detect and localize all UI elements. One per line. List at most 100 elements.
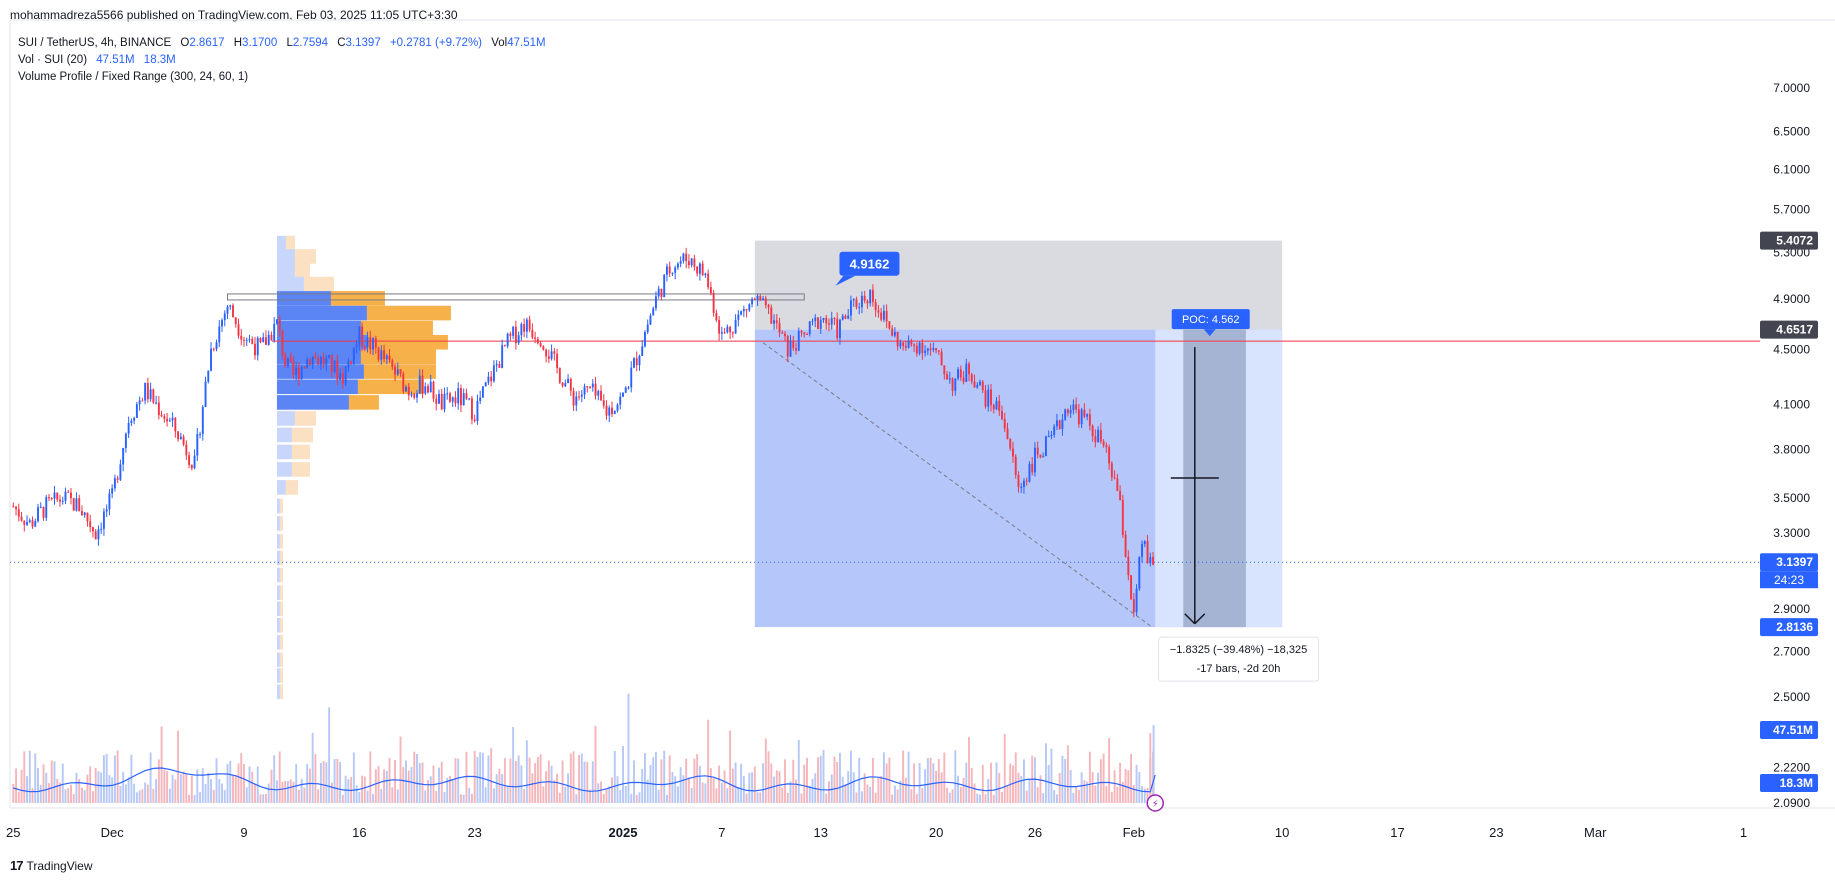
volume-profile-down-bar: [279, 533, 283, 549]
volume-bar: [1088, 751, 1091, 803]
candle-body: [1058, 420, 1061, 429]
volume-bar: [155, 779, 158, 803]
candle-body: [742, 309, 745, 312]
volume-bar: [53, 761, 56, 803]
candle-body: [1135, 588, 1138, 613]
volume-bar: [542, 786, 545, 803]
volume-bar: [915, 794, 918, 803]
y-tick-label: 2.5000: [1773, 690, 1810, 704]
volume-bar: [580, 753, 583, 803]
volume-bar: [265, 793, 267, 803]
volume-bar: [402, 767, 405, 803]
candle-body: [751, 299, 754, 305]
volume-bar: [133, 783, 136, 803]
volume-bar: [457, 758, 460, 803]
candle-body: [1152, 557, 1155, 565]
candle-body: [959, 369, 962, 378]
candle-body: [836, 318, 839, 339]
candle-body: [366, 337, 369, 348]
volume-study-legend-row[interactable]: Vol · SUI (20) 47.51M 18.3M: [18, 52, 552, 69]
candle-body: [355, 344, 358, 348]
volume-bar: [405, 760, 407, 803]
volume-profile-up-bar: [276, 462, 292, 477]
candle-body: [479, 397, 482, 401]
volume-bar: [91, 791, 94, 803]
candle-body: [671, 272, 674, 274]
candle-body: [361, 326, 364, 347]
candle-body: [891, 328, 894, 336]
candle-body: [336, 360, 339, 380]
tradingview-logo-icon: 17: [10, 858, 24, 873]
volume-bar: [39, 784, 42, 803]
candle-body: [281, 330, 284, 355]
candle-body: [828, 323, 830, 325]
candle-body: [133, 417, 136, 421]
volume-bar: [1146, 787, 1149, 803]
volume-bar: [1042, 793, 1045, 803]
volume-bar: [59, 782, 61, 803]
volume-bar: [869, 786, 872, 803]
volume-bar: [550, 765, 553, 803]
candle-body: [1006, 428, 1009, 439]
candle-body: [1094, 436, 1097, 443]
candle-body: [303, 367, 306, 369]
candle-body: [432, 381, 435, 399]
candle-body: [627, 387, 630, 389]
volume-bar: [968, 737, 971, 803]
volume-profile-up-bar: [276, 320, 361, 336]
volume-profile-legend-row[interactable]: Volume Profile / Fixed Range (300, 24, 6…: [18, 69, 552, 86]
volume-tag-text: 47.51M: [1773, 723, 1813, 737]
publisher-caption: mohammadreza5566 published on TradingVie…: [10, 8, 458, 22]
candle-body: [204, 381, 207, 408]
candle-body: [487, 376, 490, 383]
candle-body: [135, 404, 138, 418]
candle-body: [786, 336, 789, 357]
volume-bar: [440, 761, 443, 803]
volume-bar: [300, 778, 303, 803]
candle-body: [926, 348, 929, 351]
price-tag-text: 3.1397: [1776, 555, 1813, 569]
volume-profile-down-bar: [366, 334, 448, 350]
volume-bar: [413, 751, 416, 803]
volume-profile-up-bar: [276, 668, 280, 683]
candle-body: [605, 405, 608, 416]
candle-body: [262, 337, 265, 343]
candle-body: [990, 389, 992, 405]
candle-body: [957, 369, 960, 379]
candle-body: [113, 478, 116, 489]
volume-bar: [319, 762, 322, 803]
candle-body: [594, 383, 597, 396]
candle-body: [275, 319, 278, 324]
candle-body: [138, 400, 141, 405]
volume-bar: [778, 771, 781, 803]
candle-body: [586, 386, 589, 388]
price-tag-box: [1760, 553, 1818, 572]
candle-body: [1031, 463, 1034, 473]
candle-body: [1066, 409, 1069, 414]
volume-bar: [1009, 763, 1012, 803]
volume-bar: [775, 770, 778, 803]
symbol-legend-row[interactable]: SUI / TetherUS, 4h, BINANCE O2.8617 H3.1…: [18, 35, 552, 52]
open-value: 2.8617: [189, 37, 225, 49]
volume-bar: [141, 789, 144, 803]
volume-bar: [1025, 790, 1028, 803]
volume-bar: [786, 792, 789, 803]
candle-body: [23, 520, 26, 525]
candle-body: [654, 296, 657, 309]
volume-bar: [451, 779, 454, 803]
volume-bar: [885, 763, 888, 803]
volume-bar: [707, 719, 710, 803]
volume-bar: [970, 767, 973, 803]
candle-body: [265, 337, 267, 345]
volume-bar: [325, 762, 328, 803]
candle-body: [558, 368, 561, 383]
candle-body: [778, 323, 781, 333]
volume-bar: [880, 775, 883, 803]
candle-body: [45, 497, 48, 518]
volume-bar: [15, 768, 18, 803]
candle-body: [177, 431, 180, 440]
volume-profile-up-bar: [276, 291, 331, 306]
candle-body: [1119, 491, 1122, 500]
candle-body: [462, 393, 465, 406]
